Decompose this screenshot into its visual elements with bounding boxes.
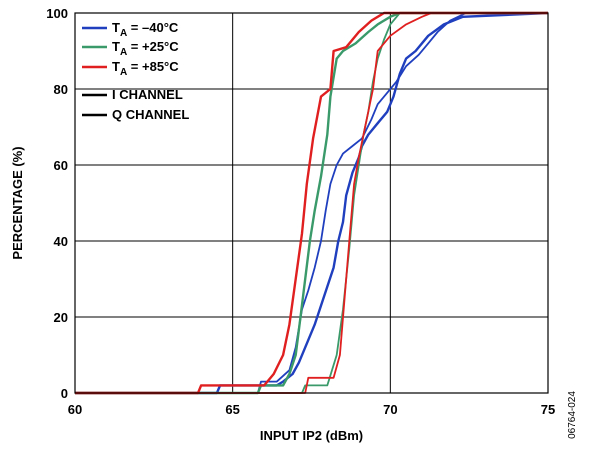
x-tick-label: 60 <box>68 402 82 417</box>
x-tick-label: 65 <box>225 402 239 417</box>
series-line-ta_m40-i <box>75 11 549 395</box>
series-line-ta_85-q <box>75 12 548 394</box>
x-tick-label: 70 <box>383 402 397 417</box>
x-axis-label: INPUT IP2 (dBm) <box>260 428 363 443</box>
legend-label-i_ch: I CHANNEL <box>112 87 183 102</box>
y-axis-label: PERCENTAGE (%) <box>10 146 25 259</box>
axes: 60 65 70 75 0 20 40 60 80 100 <box>46 6 555 417</box>
series-line-ta_25-i <box>75 11 548 395</box>
series-line-ta_85-i <box>75 11 548 395</box>
y-tick-label: 0 <box>61 386 68 401</box>
series-layer <box>75 11 549 395</box>
series-line-ta_m40-q <box>75 12 548 394</box>
y-tick-label: 40 <box>54 234 68 249</box>
plot-frame <box>74 12 549 394</box>
legend: TA = –40°CTA = +25°CTA = +85°C I CHANNEL Q… <box>82 20 189 122</box>
y-tick-label: 20 <box>54 310 68 325</box>
x-tick-label: 75 <box>541 402 555 417</box>
series-line-ta_25-q <box>75 12 548 394</box>
legend-label-ta_25: TA = +25°C <box>112 39 179 58</box>
y-tick-label: 100 <box>46 6 68 21</box>
legend-label-q_ch: Q CHANNEL <box>112 107 189 122</box>
y-tick-label: 60 <box>54 158 68 173</box>
figure-id: 06764-024 <box>567 391 578 439</box>
y-tick-label: 80 <box>54 82 68 97</box>
grid <box>75 13 548 393</box>
legend-label-ta_m40: TA = –40°C <box>112 20 179 39</box>
legend-label-ta_85: TA = +85°C <box>112 59 179 78</box>
